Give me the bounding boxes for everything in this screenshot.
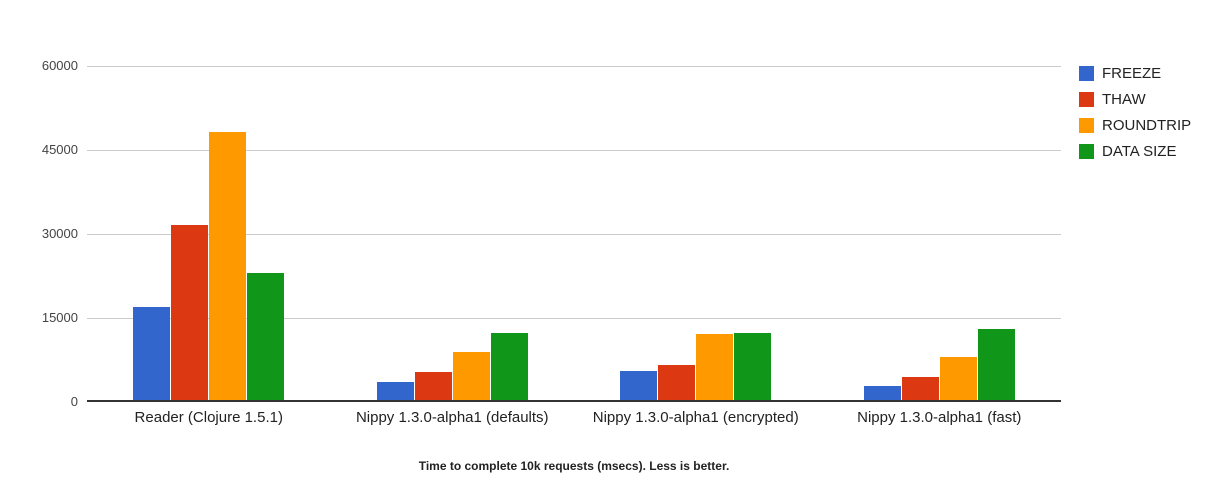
bar-group <box>574 66 818 402</box>
gridline <box>87 149 1061 151</box>
legend: FREEZE THAW ROUNDTRIP DATA SIZE <box>1079 65 1192 160</box>
bar-data-size <box>490 333 528 402</box>
legend-swatch-icon <box>1079 144 1094 159</box>
legend-label: THAW <box>1102 91 1146 108</box>
gridline <box>87 317 1061 319</box>
legend-swatch-icon <box>1079 92 1094 107</box>
bar-data-size <box>734 332 772 402</box>
bar-group <box>331 66 575 402</box>
y-tick-label: 60000 <box>41 58 78 73</box>
y-tick-label: 15000 <box>41 310 78 325</box>
gridline <box>87 233 1061 235</box>
bar-data-size <box>977 328 1015 402</box>
bar-thaw <box>414 371 452 402</box>
chart-caption: Time to complete 10k requests (msecs). L… <box>418 459 730 473</box>
legend-item: ROUNDTRIP <box>1079 117 1192 134</box>
plot-area <box>87 65 1061 402</box>
legend-swatch-icon <box>1079 118 1094 133</box>
gridline <box>87 65 1061 67</box>
category-label: Reader (Clojure 1.5.1) <box>134 409 283 426</box>
bar-roundtrip <box>939 356 977 402</box>
legend-swatch-icon <box>1079 66 1094 81</box>
bar-data-size <box>247 273 285 402</box>
legend-item: THAW <box>1079 91 1191 108</box>
y-tick-label: 0 <box>70 394 78 409</box>
bar-roundtrip <box>452 351 490 402</box>
bar-roundtrip <box>209 131 247 402</box>
bar-freeze <box>863 385 901 402</box>
category-label: Nippy 1.3.0-alpha1 (fast) <box>857 409 1022 426</box>
category-label: Nippy 1.3.0-alpha1 (encrypted) <box>592 409 799 426</box>
y-tick-label: 30000 <box>41 226 78 241</box>
bar-thaw <box>658 365 696 402</box>
bar-roundtrip <box>696 333 734 402</box>
legend-label: ROUNDTRIP <box>1102 117 1192 134</box>
category-label: Nippy 1.3.0-alpha1 (defaults) <box>355 409 549 426</box>
bar-thaw <box>171 225 209 402</box>
bar-freeze <box>133 306 171 402</box>
bar-thaw <box>901 376 939 402</box>
y-tick-label: 45000 <box>41 142 78 157</box>
bar-groups <box>87 66 1061 402</box>
bar-group <box>87 66 331 402</box>
y-axis: 0 15000 30000 45000 60000 <box>0 58 78 409</box>
legend-item: FREEZE <box>1079 65 1191 82</box>
legend-item: DATA SIZE <box>1079 143 1191 160</box>
legend-label: FREEZE <box>1102 65 1162 82</box>
x-axis: Reader (Clojure 1.5.1) Nippy 1.3.0-alpha1… <box>87 409 1061 427</box>
bar-group <box>818 66 1062 402</box>
legend-label: DATA SIZE <box>1102 143 1177 160</box>
x-axis-baseline <box>87 400 1061 402</box>
bar-freeze <box>376 381 414 402</box>
bar-freeze <box>620 370 658 402</box>
